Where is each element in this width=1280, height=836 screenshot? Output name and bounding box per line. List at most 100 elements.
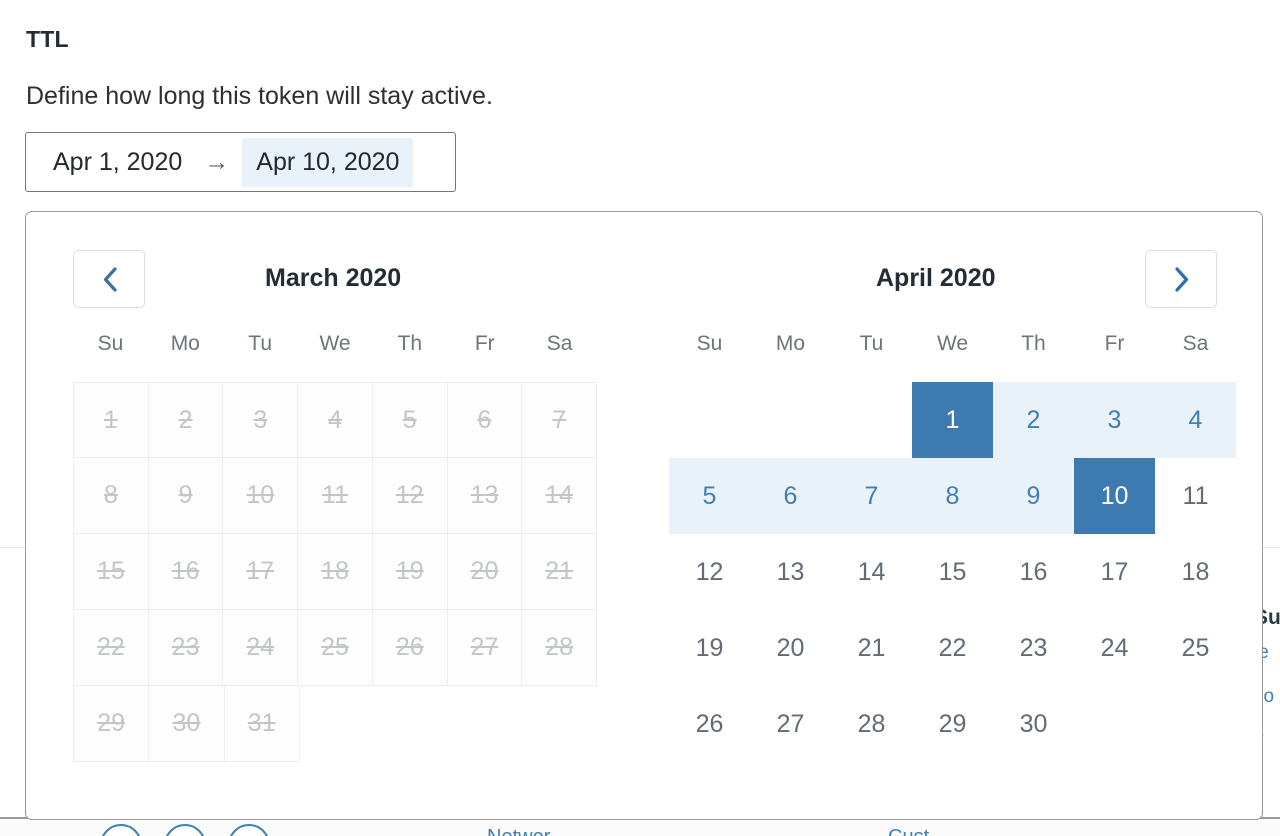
day-cell[interactable]: 3 [1074, 382, 1155, 458]
week-row: 8 9 10 11 12 13 14 [73, 458, 598, 534]
date-range-input[interactable]: Apr 1, 2020 → Apr 10, 2020 [25, 132, 456, 192]
weekday-label: Sa [1182, 332, 1209, 355]
day-cell-empty [1074, 686, 1155, 762]
day-cell-empty [669, 382, 750, 458]
day-cell: 31 [224, 686, 300, 762]
weekday-label: Mo [775, 332, 806, 355]
day-cell[interactable]: 2 [993, 382, 1074, 458]
avatar[interactable] [100, 824, 142, 836]
day-cell-empty [448, 686, 522, 762]
day-cell: 22 [73, 610, 149, 686]
week-row: 15 16 17 18 19 20 21 [73, 534, 598, 610]
day-cell[interactable]: 9 [993, 458, 1074, 534]
previous-month-button[interactable] [73, 250, 145, 308]
day-cell[interactable]: 13 [750, 534, 831, 610]
day-cell: 23 [148, 610, 224, 686]
month-title-right: April 2020 [876, 264, 996, 292]
avatar[interactable] [228, 824, 270, 836]
week-row: 19 20 21 22 23 24 25 [669, 610, 1236, 686]
day-cell[interactable]: 5 [669, 458, 750, 534]
day-cell[interactable]: 16 [993, 534, 1074, 610]
weekday-label: Fr [474, 332, 495, 355]
day-cell[interactable]: 23 [993, 610, 1074, 686]
day-cell-empty [300, 686, 374, 762]
day-cell-empty [750, 382, 831, 458]
day-cell[interactable]: 20 [750, 610, 831, 686]
day-cell: 19 [372, 534, 448, 610]
day-cell: 16 [148, 534, 224, 610]
chevron-right-icon [1173, 266, 1190, 293]
day-cell[interactable]: 7 [831, 458, 912, 534]
day-cell: 28 [522, 610, 598, 686]
day-cell: 6 [447, 382, 523, 458]
day-cell[interactable]: 24 [1074, 610, 1155, 686]
day-cell: 10 [223, 458, 299, 534]
background-avatar-group [100, 824, 270, 836]
weekday-label: Su [696, 332, 723, 355]
calendar-month-april: Su Mo Tu We Th Fr Sa 1 2 3 4 5 6 7 8 9 10 11 12 13 14 15 16 17… [644, 332, 1262, 762]
day-cell[interactable]: 28 [831, 686, 912, 762]
section-description: Define how long this token will stay act… [26, 82, 493, 110]
week-row: 29 30 31 [73, 686, 597, 762]
day-cell[interactable]: 11 [1155, 458, 1236, 534]
day-cell: 8 [73, 458, 149, 534]
day-cell[interactable]: 12 [669, 534, 750, 610]
weekday-label: Mo [170, 332, 200, 355]
day-cell: 11 [298, 458, 373, 534]
day-cell: 14 [522, 458, 598, 534]
week-row: 12 13 14 15 16 17 18 [669, 534, 1236, 610]
day-cell[interactable]: 17 [1074, 534, 1155, 610]
weekday-label: Fr [1104, 332, 1125, 355]
day-cell: 25 [298, 610, 373, 686]
day-cell[interactable]: 14 [831, 534, 912, 610]
day-cell-empty [831, 382, 912, 458]
day-cell: 3 [223, 382, 299, 458]
weekday-label: We [936, 332, 969, 355]
day-cell[interactable]: 21 [831, 610, 912, 686]
weekday-label: Sa [546, 332, 573, 355]
next-month-button[interactable] [1145, 250, 1217, 308]
day-cell: 29 [73, 686, 150, 762]
day-cell[interactable]: 6 [750, 458, 831, 534]
avatar[interactable] [164, 824, 206, 836]
day-cell: 20 [447, 534, 523, 610]
day-cell: 2 [148, 382, 224, 458]
day-cell[interactable]: 22 [912, 610, 993, 686]
day-cell: 5 [372, 382, 448, 458]
day-cell[interactable]: 10 [1074, 458, 1155, 534]
day-cell: 1 [73, 382, 149, 458]
section-title: TTL [26, 26, 69, 52]
weekday-label: Tu [859, 332, 884, 355]
day-cell[interactable]: 19 [669, 610, 750, 686]
weekday-label: Su [97, 332, 124, 355]
background-footer-link[interactable]: Cust [888, 826, 929, 836]
day-cell: 15 [73, 534, 149, 610]
day-cell: 24 [223, 610, 299, 686]
day-cell-empty [1155, 686, 1236, 762]
day-cell: 7 [522, 382, 598, 458]
weekday-label: Tu [248, 332, 273, 355]
day-cell: 9 [148, 458, 224, 534]
day-cell[interactable]: 25 [1155, 610, 1236, 686]
chevron-left-icon [101, 266, 118, 293]
day-cell[interactable]: 15 [912, 534, 993, 610]
day-cell[interactable]: 1 [912, 382, 993, 458]
day-cell: 13 [447, 458, 523, 534]
day-cell[interactable]: 8 [912, 458, 993, 534]
calendar-header: March 2020 April 2020 [26, 212, 1262, 332]
weekday-header-row: Su Mo Tu We Th Fr Sa [644, 332, 1262, 382]
day-cell[interactable]: 26 [669, 686, 750, 762]
day-cell[interactable]: 4 [1155, 382, 1236, 458]
day-cell: 18 [298, 534, 373, 610]
day-cell[interactable]: 27 [750, 686, 831, 762]
start-date-field[interactable]: Apr 1, 2020 [53, 147, 183, 176]
weeks-grid: 1 2 3 4 5 6 7 8 9 10 11 12 13 14 15 16 17 18 19 20 21 22 23 24 2… [644, 382, 1262, 762]
day-cell: 4 [298, 382, 373, 458]
end-date-field[interactable]: Apr 10, 2020 [242, 137, 414, 187]
background-footer-link[interactable]: Networ [487, 826, 550, 836]
day-cell[interactable]: 29 [912, 686, 993, 762]
day-cell[interactable]: 30 [993, 686, 1074, 762]
day-cell[interactable]: 18 [1155, 534, 1236, 610]
